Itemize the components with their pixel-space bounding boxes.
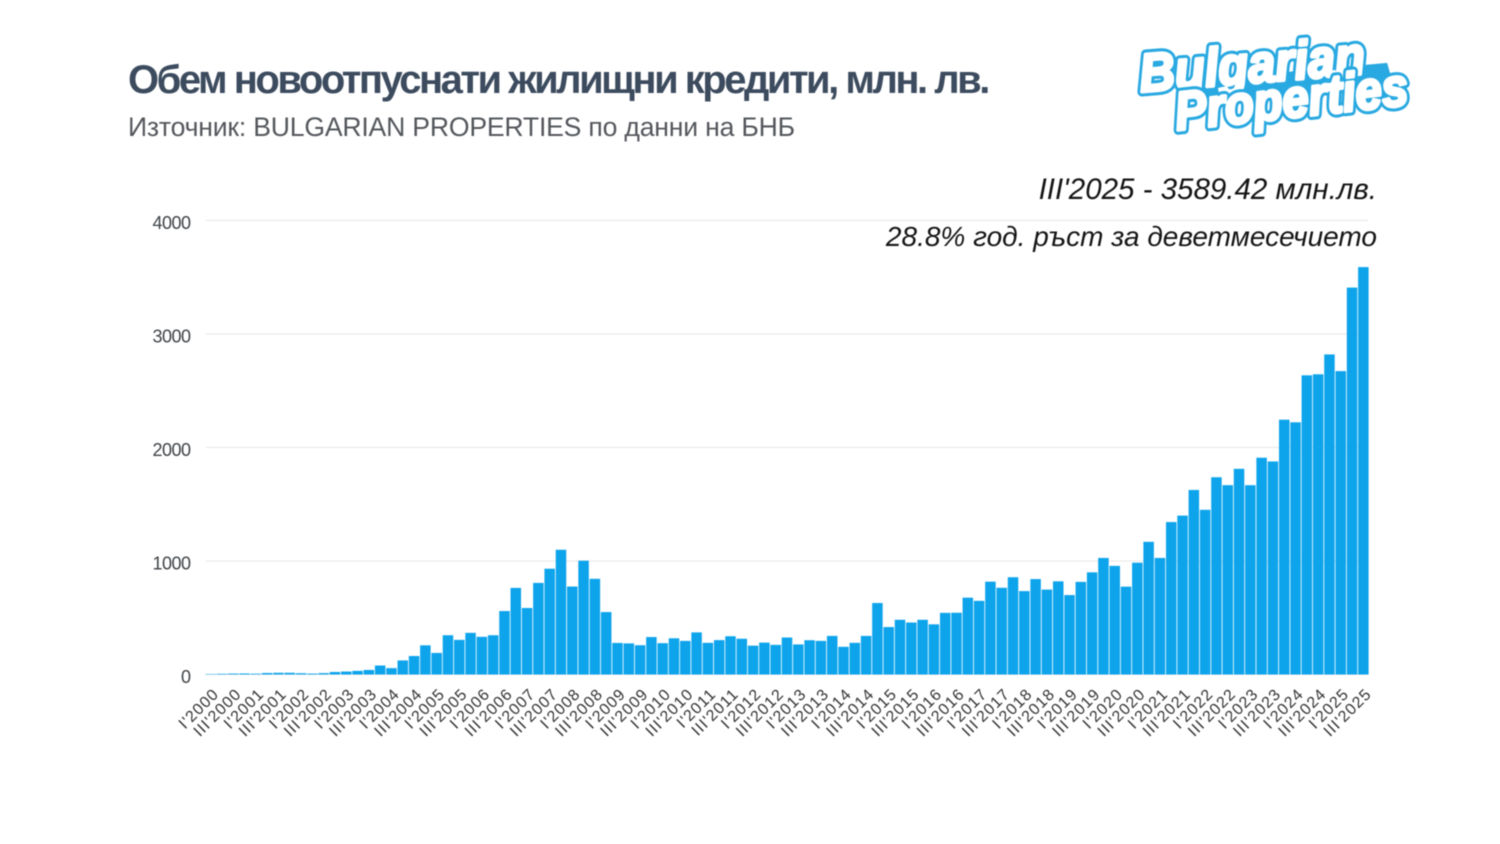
svg-text:3000: 3000 <box>152 327 191 347</box>
svg-text:2000: 2000 <box>152 440 191 460</box>
svg-text:0: 0 <box>181 667 191 687</box>
svg-text:4000: 4000 <box>152 213 191 233</box>
svg-text:1000: 1000 <box>152 554 191 574</box>
